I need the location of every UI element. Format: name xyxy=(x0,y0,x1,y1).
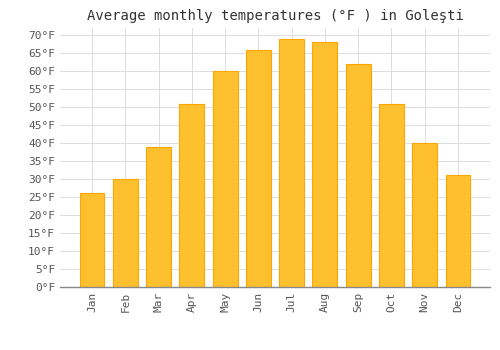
Bar xyxy=(113,179,138,287)
Bar xyxy=(180,104,204,287)
Bar xyxy=(146,147,171,287)
Bar xyxy=(80,194,104,287)
Bar xyxy=(379,104,404,287)
Bar xyxy=(312,42,338,287)
Bar xyxy=(279,39,304,287)
Bar xyxy=(446,175,470,287)
Bar xyxy=(412,143,437,287)
Title: Average monthly temperatures (°F ) in Goleşti: Average monthly temperatures (°F ) in Go… xyxy=(86,9,464,23)
Bar xyxy=(246,50,271,287)
Bar xyxy=(346,64,370,287)
Bar xyxy=(212,71,238,287)
